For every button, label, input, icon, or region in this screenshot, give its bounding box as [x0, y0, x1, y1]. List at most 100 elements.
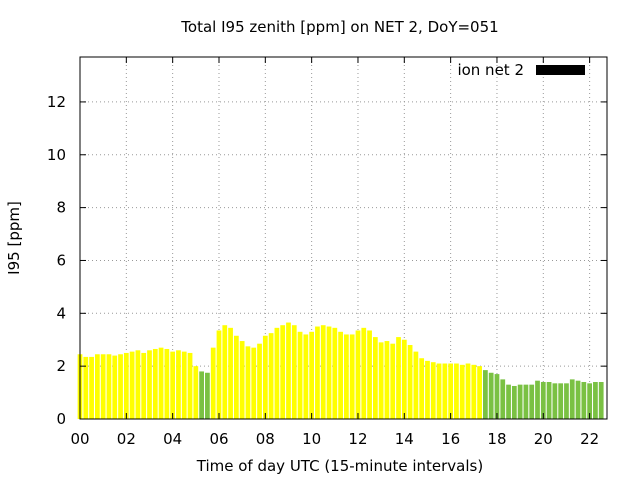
x-tick-label: 08 [256, 430, 275, 448]
bar [291, 325, 297, 419]
bar [147, 350, 152, 419]
bar [193, 366, 199, 419]
x-tick-label: 02 [117, 430, 136, 448]
bar [506, 384, 511, 419]
bar [465, 363, 471, 419]
bar [280, 325, 286, 419]
bar [112, 355, 118, 419]
bar [575, 380, 581, 419]
legend: ion net 2 [457, 61, 585, 79]
x-tick-label: 16 [441, 430, 460, 448]
x-axis-label: Time of day UTC (15-minute intervals) [196, 457, 483, 475]
bar [407, 345, 413, 419]
bar [529, 384, 535, 419]
bar [517, 384, 523, 419]
bar [471, 364, 477, 419]
bar [483, 370, 488, 419]
bar [569, 379, 575, 419]
bar [164, 348, 170, 419]
x-tick-label: 18 [487, 430, 506, 448]
bar [593, 382, 598, 419]
x-tick-labels: 00 02 04 06 08 10 12 14 16 18 20 22 [70, 430, 599, 448]
bar [222, 325, 228, 419]
bar [338, 331, 343, 419]
grid-lines [80, 57, 607, 419]
y-axis-label: I95 [ppm] [5, 201, 23, 275]
bar [396, 337, 401, 419]
bar [297, 331, 303, 419]
bar [118, 354, 123, 419]
y-tick-label: 2 [56, 357, 66, 375]
bar [430, 362, 436, 419]
bar [344, 334, 349, 419]
bar [558, 383, 564, 419]
bar [442, 363, 448, 419]
bar [262, 335, 268, 419]
bar [170, 351, 176, 419]
bars [77, 322, 604, 419]
legend-swatch [536, 65, 585, 75]
y-tick-label: 10 [47, 146, 66, 164]
bar [251, 347, 257, 419]
x-tick-label: 22 [580, 430, 599, 448]
bar [100, 354, 106, 419]
bar [552, 383, 558, 419]
bar [106, 354, 112, 419]
y-tick-label: 8 [56, 199, 66, 217]
bar [494, 374, 500, 419]
x-tick-label: 20 [534, 430, 553, 448]
bar [94, 354, 100, 419]
bar [587, 383, 593, 419]
x-tick-label: 14 [395, 430, 414, 448]
legend-label: ion net 2 [457, 61, 524, 79]
bar [135, 350, 141, 419]
bar [245, 346, 251, 419]
bar [378, 342, 384, 419]
plot-frame [79, 56, 608, 420]
bar [488, 372, 494, 419]
bar [228, 327, 233, 419]
bar [199, 371, 204, 419]
x-tick-label: 04 [163, 430, 182, 448]
bar [205, 372, 210, 419]
bar [152, 348, 158, 419]
x-tick-label: 06 [209, 430, 228, 448]
x-tick-label: 10 [302, 430, 321, 448]
bar [454, 363, 459, 419]
y-tick-label: 6 [56, 251, 66, 269]
bar [523, 384, 529, 419]
x-tick-label: 00 [70, 430, 89, 448]
bar [511, 385, 517, 419]
bar [500, 379, 506, 419]
bar [274, 327, 280, 419]
bar [540, 382, 546, 419]
bar [598, 382, 604, 419]
bar [268, 333, 274, 419]
bar [158, 347, 164, 419]
bar [210, 347, 216, 419]
bar [459, 364, 465, 419]
bar [89, 356, 94, 419]
y-tick-label: 0 [56, 410, 66, 428]
bar [581, 382, 587, 419]
bar [436, 363, 442, 419]
bar [83, 356, 89, 419]
bar [413, 351, 419, 419]
bar [320, 325, 326, 419]
bar [181, 351, 187, 419]
bar [332, 327, 338, 419]
bar [361, 327, 367, 419]
bar [176, 350, 181, 419]
bar [187, 352, 193, 419]
bar [286, 322, 291, 419]
bar [129, 351, 135, 419]
bar [257, 343, 262, 419]
bar [303, 334, 309, 419]
y-tick-labels: 0 2 4 6 8 10 12 [47, 93, 66, 428]
bar [425, 360, 430, 419]
bar [315, 326, 320, 419]
bar [355, 330, 361, 419]
bar [535, 380, 540, 419]
bar [326, 326, 332, 419]
